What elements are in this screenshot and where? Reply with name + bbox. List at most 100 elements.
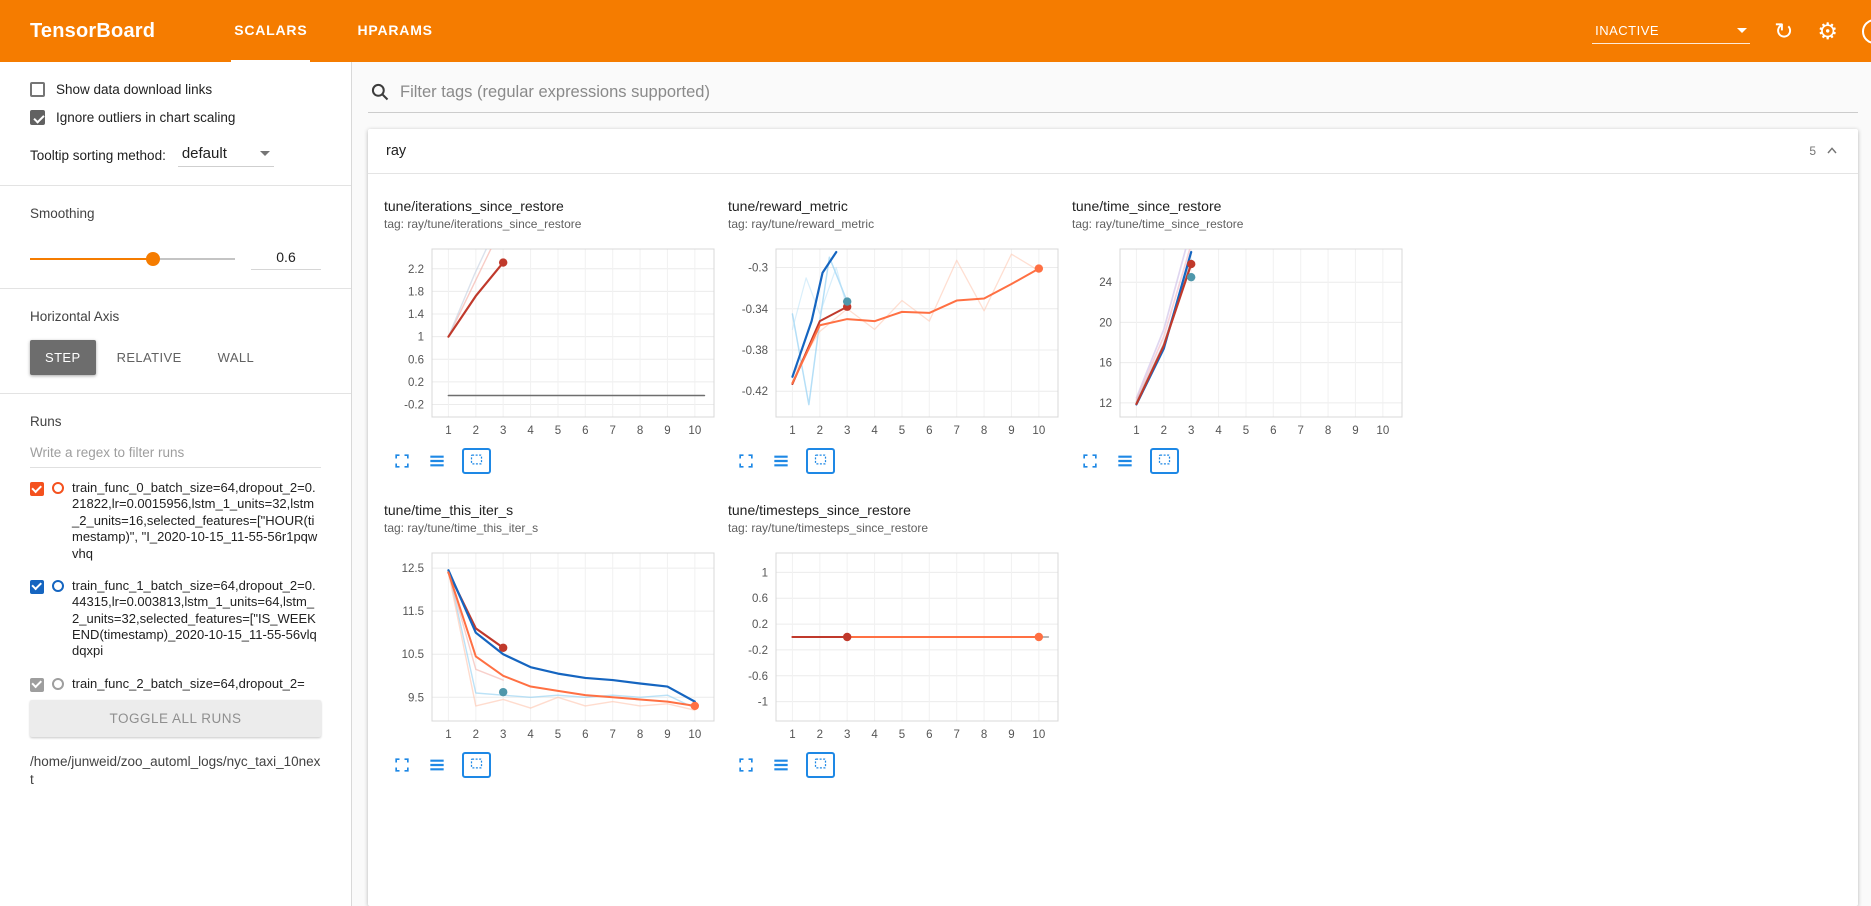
run-list-item[interactable]: train_func_1_batch_size=64,dropout_2=0.4… — [30, 570, 321, 668]
chevron-down-icon — [259, 151, 270, 156]
divider — [0, 288, 351, 289]
tab-scalars[interactable]: SCALARS — [231, 0, 311, 62]
svg-text:-0.2: -0.2 — [748, 645, 768, 657]
svg-text:7: 7 — [609, 729, 615, 741]
svg-text:6: 6 — [1270, 425, 1276, 437]
run-radio[interactable] — [52, 677, 64, 690]
svg-text:12.5: 12.5 — [402, 563, 424, 575]
svg-text:9: 9 — [664, 425, 670, 437]
show-download-links-checkbox[interactable] — [30, 82, 45, 97]
status-dropdown[interactable]: INACTIVE — [1592, 18, 1751, 44]
chart-footer — [384, 448, 722, 474]
svg-text:0.6: 0.6 — [752, 593, 768, 605]
expand-chart-icon[interactable] — [1080, 451, 1100, 471]
chart-card: tune/time_since_restore tag: ray/tune/ti… — [1072, 182, 1410, 474]
search-icon — [371, 83, 389, 101]
svg-text:2: 2 — [473, 425, 479, 437]
fit-domain-toggle[interactable] — [462, 752, 491, 778]
run-checkbox[interactable] — [30, 677, 44, 692]
tag-group-header[interactable]: ray 5 — [368, 129, 1858, 174]
tooltip-sorting-select[interactable]: default — [177, 143, 274, 167]
help-icon[interactable]: ? — [1862, 18, 1871, 44]
run-checkbox[interactable] — [30, 482, 44, 496]
svg-text:16: 16 — [1099, 358, 1112, 370]
settings-sidebar: Show data download links Ignore outliers… — [0, 62, 352, 906]
show-download-links-row[interactable]: Show data download links — [30, 82, 321, 97]
axis-relative-button[interactable]: RELATIVE — [102, 340, 197, 375]
runs-selector-icon[interactable] — [427, 451, 447, 471]
svg-text:8: 8 — [981, 729, 987, 741]
runs-selector-icon[interactable] — [427, 755, 447, 775]
fit-domain-toggle[interactable] — [1150, 448, 1179, 474]
expand-chart-icon[interactable] — [392, 755, 412, 775]
svg-text:9: 9 — [1008, 425, 1014, 437]
expand-chart-icon[interactable] — [736, 755, 756, 775]
axis-wall-button[interactable]: WALL — [203, 340, 270, 375]
svg-text:9: 9 — [1008, 729, 1014, 741]
chart-tag: tag: ray/tune/timesteps_since_restore — [728, 521, 929, 535]
fit-domain-toggle[interactable] — [806, 448, 835, 474]
svg-text:6: 6 — [582, 729, 588, 741]
run-checkbox[interactable] — [30, 579, 44, 594]
run-list-item[interactable]: train_func_0_batch_size=64,dropout_2=0.2… — [30, 472, 321, 570]
expand-chart-icon[interactable] — [736, 451, 756, 471]
chart-plot[interactable]: -0.2 0.2 0.6 1 1.4 1.8 2.2 1 2 3 4 5 6 7 8 9 10 — [384, 241, 722, 446]
fit-domain-toggle[interactable] — [806, 752, 835, 778]
chart-plot[interactable]: -0.42 -0.38 -0.34 -0.3 1 2 3 4 5 6 7 8 9 10 — [728, 241, 1066, 446]
settings-gear-icon[interactable]: ⚙ — [1817, 17, 1838, 44]
smoothing-slider-thumb[interactable] — [146, 251, 160, 266]
svg-text:8: 8 — [1325, 425, 1331, 437]
svg-text:6: 6 — [926, 729, 932, 741]
collapse-chevron-icon[interactable] — [1824, 143, 1840, 159]
svg-text:5: 5 — [1243, 425, 1249, 437]
runs-filter-input[interactable] — [30, 437, 321, 468]
app-header: TensorBoard SCALARS HPARAMS INACTIVE ↻ ⚙… — [0, 0, 1871, 62]
fit-domain-toggle[interactable] — [462, 448, 491, 474]
chart-plot[interactable]: -1 -0.6 -0.2 0.2 0.6 1 1 2 3 4 5 6 7 8 9 10 — [728, 545, 1066, 750]
svg-text:9.5: 9.5 — [408, 692, 424, 704]
general-settings-section: Show data download links Ignore outliers… — [0, 62, 351, 185]
chart-footer — [728, 448, 1066, 474]
smoothing-value[interactable]: 0.6 — [251, 247, 321, 270]
run-radio[interactable] — [52, 482, 64, 494]
show-download-links-label: Show data download links — [56, 82, 213, 97]
chart-plot[interactable]: 12 16 20 24 1 2 3 4 5 6 7 8 9 10 — [1072, 241, 1410, 446]
run-radio[interactable] — [52, 579, 64, 592]
svg-text:3: 3 — [844, 729, 850, 741]
chart-footer — [728, 752, 1066, 778]
svg-text:8: 8 — [637, 729, 643, 741]
svg-text:7: 7 — [953, 425, 959, 437]
runs-selector-icon[interactable] — [1115, 451, 1135, 471]
line-chart: -0.42 -0.38 -0.34 -0.3 1 2 3 4 5 6 7 8 9 10 — [742, 248, 1059, 437]
line-chart: -0.2 0.2 0.6 1 1.4 1.8 2.2 1 2 3 4 5 6 7 8 9 10 — [404, 248, 715, 437]
tag-filter-input[interactable] — [400, 82, 1856, 102]
expand-chart-icon[interactable] — [392, 451, 412, 471]
app-logo: TensorBoard — [30, 19, 156, 42]
ignore-outliers-checkbox[interactable] — [30, 110, 45, 125]
main-content: ray 5 tune/iterations_since_restore tag:… — [352, 62, 1871, 906]
charts-grid: tune/iterations_since_restore tag: ray/t… — [368, 174, 1428, 802]
svg-text:-0.3: -0.3 — [748, 263, 768, 275]
svg-text:-1: -1 — [758, 697, 768, 709]
runs-selector-icon[interactable] — [771, 451, 791, 471]
runs-selector-icon[interactable] — [771, 755, 791, 775]
chart-card: tune/timesteps_since_restore tag: ray/tu… — [728, 486, 1066, 778]
chart-plot[interactable]: 9.5 10.5 11.5 12.5 1 2 3 4 5 6 7 8 9 10 — [384, 545, 722, 750]
ignore-outliers-row[interactable]: Ignore outliers in chart scaling — [30, 110, 321, 125]
svg-text:8: 8 — [637, 425, 643, 437]
smoothing-slider[interactable] — [30, 251, 235, 266]
chart-card: tune/iterations_since_restore tag: ray/t… — [384, 182, 722, 474]
tag-group-card: ray 5 tune/iterations_since_restore tag:… — [368, 129, 1858, 906]
chart-title: tune/time_since_restore — [1072, 198, 1222, 214]
toggle-all-runs-button[interactable]: TOGGLE ALL RUNS — [30, 700, 321, 737]
svg-text:10: 10 — [1032, 729, 1045, 741]
run-list-item[interactable]: train_func_2_batch_size=64,dropout_2= — [30, 668, 321, 694]
svg-text:-0.2: -0.2 — [404, 400, 424, 412]
tab-hparams[interactable]: HPARAMS — [357, 22, 433, 38]
ignore-outliers-label: Ignore outliers in chart scaling — [56, 110, 236, 125]
header-actions: INACTIVE ↻ ⚙ ? — [1592, 0, 1871, 62]
line-chart: 9.5 10.5 11.5 12.5 1 2 3 4 5 6 7 8 9 10 — [402, 552, 715, 741]
axis-step-button[interactable]: STEP — [30, 340, 96, 375]
refresh-icon[interactable]: ↻ — [1774, 17, 1794, 44]
svg-text:9: 9 — [1352, 425, 1358, 437]
